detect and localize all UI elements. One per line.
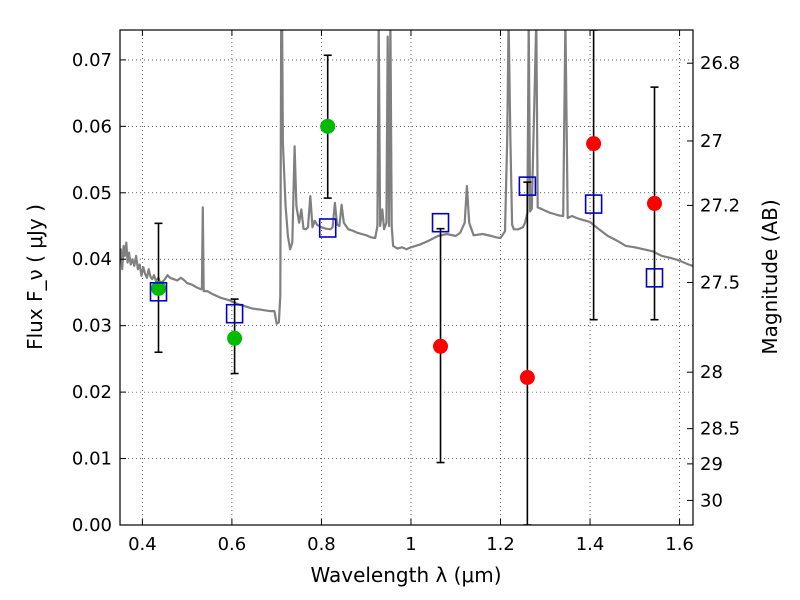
mag-tick-label: 27.2: [700, 195, 740, 216]
detected-point: [227, 330, 243, 346]
detected-point: [150, 280, 166, 296]
y-axis-label: Flux F_ν ( μJy ): [23, 204, 47, 350]
y-tick-label: 0.02: [72, 382, 112, 403]
x-tick-label: 1.4: [576, 534, 605, 555]
axis-ticks: 0.4 0.6 0.8 1 1.2 1.4 1.6 0.00 0.01 0.02 0.03 0.04 0…: [72, 30, 740, 555]
x-tick-label: 1.6: [665, 534, 694, 555]
mag-tick-label: 28: [700, 362, 723, 383]
y-tick-label: 0.04: [72, 249, 112, 270]
x-tick-label: 1: [405, 534, 416, 555]
mag-tick-label: 27.5: [700, 272, 740, 293]
plot-frame: [119, 29, 694, 526]
model-square-marker: [431, 212, 450, 233]
plot-background: [120, 30, 693, 525]
mag-tick-label: 27: [700, 131, 723, 152]
upper-limit-point: [433, 338, 449, 354]
mag-tick-label: 26.8: [700, 53, 740, 74]
x-tick-label: 0.4: [128, 534, 157, 555]
y-tick-label: 0.06: [72, 116, 112, 137]
detected-point: [320, 118, 336, 134]
y-tick-label: 0.07: [72, 50, 112, 71]
mag-tick-label: 29: [700, 454, 723, 475]
x-tick-label: 0.6: [218, 534, 247, 555]
upper-limit-point: [519, 369, 535, 385]
y-tick-label: 0.03: [72, 316, 112, 337]
upper-limit-point: [647, 195, 663, 211]
grid-lines: [120, 30, 693, 526]
marker-layer: [149, 118, 664, 385]
mag-tick-label: 30: [700, 490, 723, 511]
model-square-marker: [518, 176, 537, 196]
y-tick-label: 0.00: [72, 515, 112, 536]
model-square-marker: [225, 303, 244, 324]
model-square-marker: [149, 281, 168, 302]
x-tick-label: 1.2: [486, 534, 515, 555]
model-square-marker: [584, 194, 603, 214]
y2-axis-label: Magnitude (AB): [758, 199, 782, 354]
mag-tick-label: 28.5: [700, 419, 740, 440]
y-tick-label: 0.01: [72, 449, 112, 470]
x-axis-label: Wavelength λ (μm): [310, 563, 501, 587]
x-tick-label: 0.8: [307, 534, 336, 555]
model-square-marker: [645, 268, 664, 288]
y-tick-label: 0.05: [72, 183, 112, 204]
upper-limit-point: [586, 136, 602, 152]
model-square-marker: [318, 218, 337, 238]
